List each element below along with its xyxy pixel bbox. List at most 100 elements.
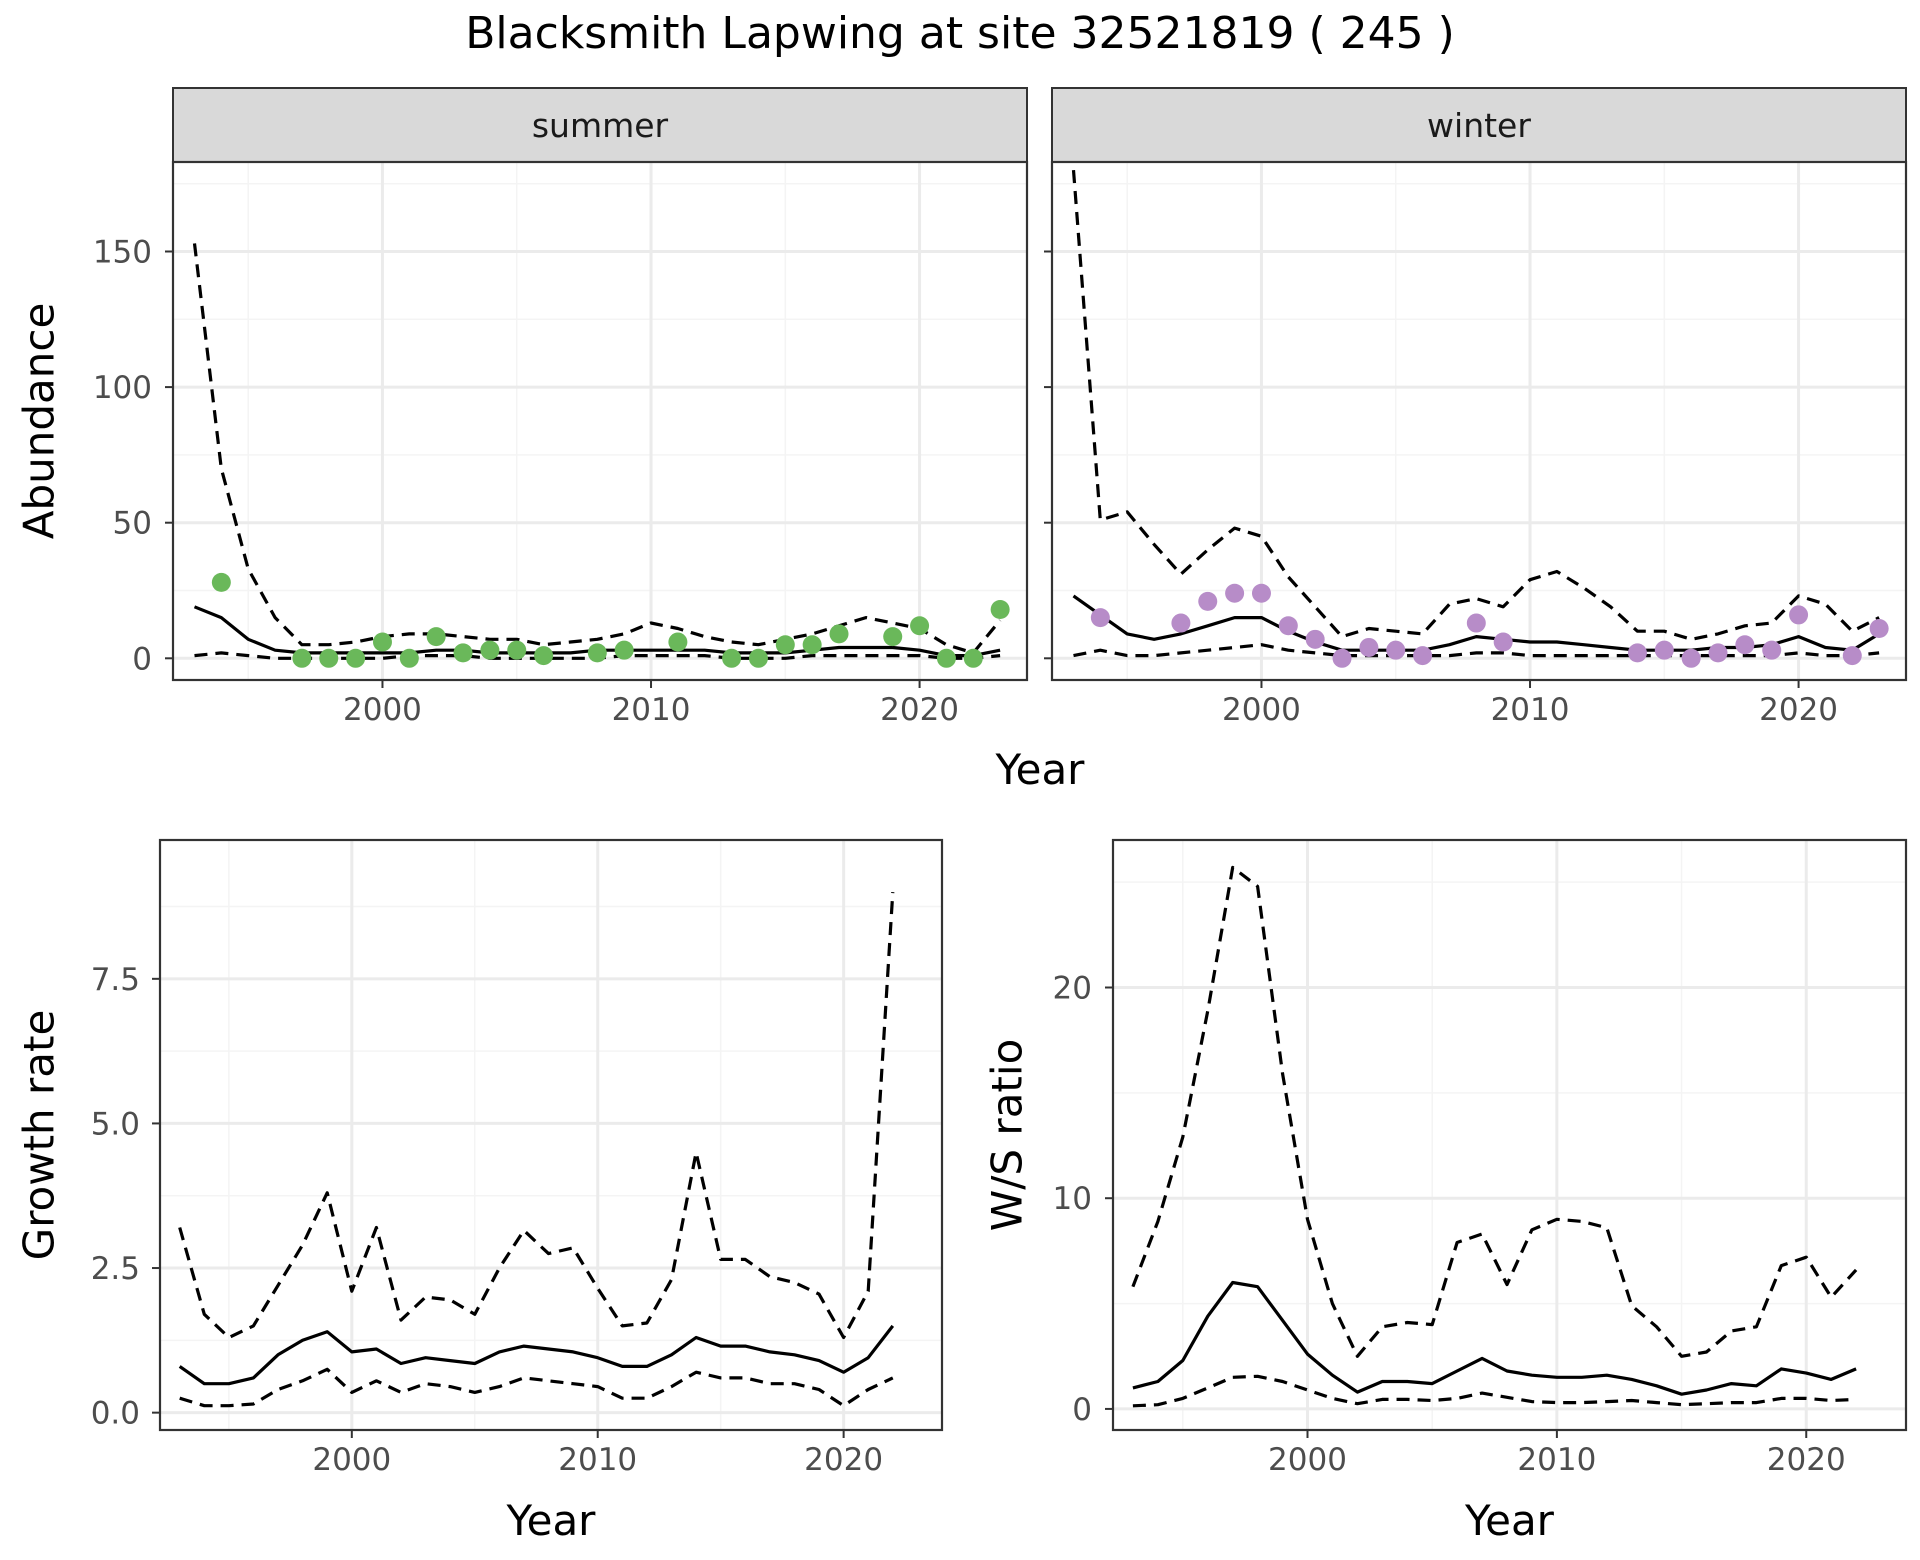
figure-title: Blacksmith Lapwing at site 32521819 ( 24… (465, 8, 1454, 59)
observed-point (346, 648, 366, 668)
panel-winter: winter 2000 2010 2020 (1044, 87, 1908, 728)
facet-strip-summer (172, 87, 1028, 163)
observed-point (1305, 629, 1325, 649)
observed-point (587, 643, 607, 663)
observed-point (990, 599, 1010, 619)
observed-point (1627, 643, 1647, 663)
observed-point (480, 640, 500, 660)
panel-border (1050, 160, 1908, 682)
confidence-line-2 (1132, 1374, 1857, 1408)
y-tick-label: 150 (93, 234, 152, 270)
observed-point (963, 648, 983, 668)
panel-border (158, 838, 944, 1432)
observed-point (453, 643, 473, 663)
observed-point (1171, 613, 1191, 633)
x-tick-label: 2020 (1767, 1442, 1846, 1478)
facet-strip-label: summer (532, 106, 669, 145)
observed-point (668, 632, 688, 652)
observed-point (1251, 583, 1271, 603)
observed-point (910, 616, 930, 636)
observed-point (748, 648, 768, 668)
x-tick-label: 2010 (1491, 692, 1570, 728)
confidence-line-1 (178, 892, 895, 1340)
confidence-line-2 (1073, 643, 1880, 658)
observed-point (722, 648, 742, 668)
y-tick-label: 20 (1053, 971, 1092, 1007)
panel-border (1111, 838, 1908, 1432)
observed-point (1493, 632, 1513, 652)
x-tick-label: 2000 (1268, 1442, 1347, 1478)
x-tick-label: 2010 (612, 692, 691, 728)
y-tick-label: 0 (1072, 1392, 1092, 1428)
x-axis-label: Year (506, 1496, 597, 1545)
observed-point (614, 640, 634, 660)
x-tick-label: 2000 (1222, 692, 1301, 728)
x-tick-label: 2010 (558, 1442, 637, 1478)
x-tick-label: 2020 (1759, 692, 1838, 728)
confidence-line-1 (1131, 865, 1858, 1358)
observed-point (1842, 646, 1862, 666)
observed-point (1869, 618, 1889, 638)
observed-point (1413, 646, 1433, 666)
estimate-line-0 (178, 1324, 895, 1386)
observed-point (426, 627, 446, 647)
y-axis-label: W/S ratio (983, 1039, 1032, 1232)
confidence-line-1 (1071, 169, 1880, 641)
observed-point (1762, 640, 1782, 660)
facet-strip-winter (1051, 87, 1907, 163)
observed-point (1708, 643, 1728, 663)
confidence-line-2 (179, 1367, 894, 1408)
observed-point (211, 572, 231, 592)
observed-point (1332, 648, 1352, 668)
x-tick-label: 2000 (312, 1442, 391, 1478)
panel-growth: 2000 2010 2020 0.0 2.5 5.0 7.5 Year Growth rate (15, 838, 944, 1545)
observed-point (1654, 640, 1674, 660)
y-tick-label: 0 (132, 641, 152, 677)
panel-border (171, 160, 1029, 682)
x-tick-label: 2020 (804, 1442, 883, 1478)
observed-point (507, 640, 527, 660)
y-tick-label: 0.0 (91, 1396, 140, 1432)
y-axis-label: Abundance (15, 303, 64, 540)
x-tick-label: 2020 (880, 692, 959, 728)
observed-point (319, 648, 339, 668)
y-axis-label: Growth rate (15, 1010, 64, 1261)
observed-point (1735, 635, 1755, 655)
observed-point (1681, 648, 1701, 668)
observed-point (775, 635, 795, 655)
x-tick-label: 2010 (1517, 1442, 1596, 1478)
y-tick-label: 50 (113, 506, 152, 542)
observed-point (1386, 640, 1406, 660)
x-axis-label: Year (1464, 1496, 1555, 1545)
observed-point (1198, 591, 1218, 611)
observed-point (1466, 613, 1486, 633)
observed-point (1225, 583, 1245, 603)
y-tick-label: 10 (1053, 1181, 1092, 1217)
observed-point (372, 632, 392, 652)
observed-point (802, 635, 822, 655)
shared-x-axis-label: Year (995, 745, 1086, 794)
x-tick-label: 2000 (343, 692, 422, 728)
observed-point (292, 648, 312, 668)
observed-point (399, 648, 419, 668)
estimate-line-0 (1132, 1280, 1857, 1396)
y-tick-label: 2.5 (91, 1251, 140, 1287)
observed-point (883, 627, 903, 647)
facet-strip-label: winter (1427, 106, 1531, 145)
observed-point (829, 624, 849, 644)
observed-point (534, 646, 554, 666)
panel-ws: 2000 2010 2020 0 10 20 Year W/S ratio (983, 838, 1908, 1545)
observed-point (1789, 605, 1809, 625)
observed-point (936, 648, 956, 668)
y-tick-label: 5.0 (91, 1106, 140, 1142)
observed-point (1359, 637, 1379, 657)
confidence-line-1 (192, 243, 1002, 655)
y-tick-label: 100 (93, 370, 152, 406)
panel-summer: summer 2000 2010 2020 0 50 100 150 Abundance (15, 87, 1029, 728)
y-tick-label: 7.5 (91, 962, 140, 998)
observed-point (1278, 616, 1298, 636)
observed-point (1090, 608, 1110, 628)
